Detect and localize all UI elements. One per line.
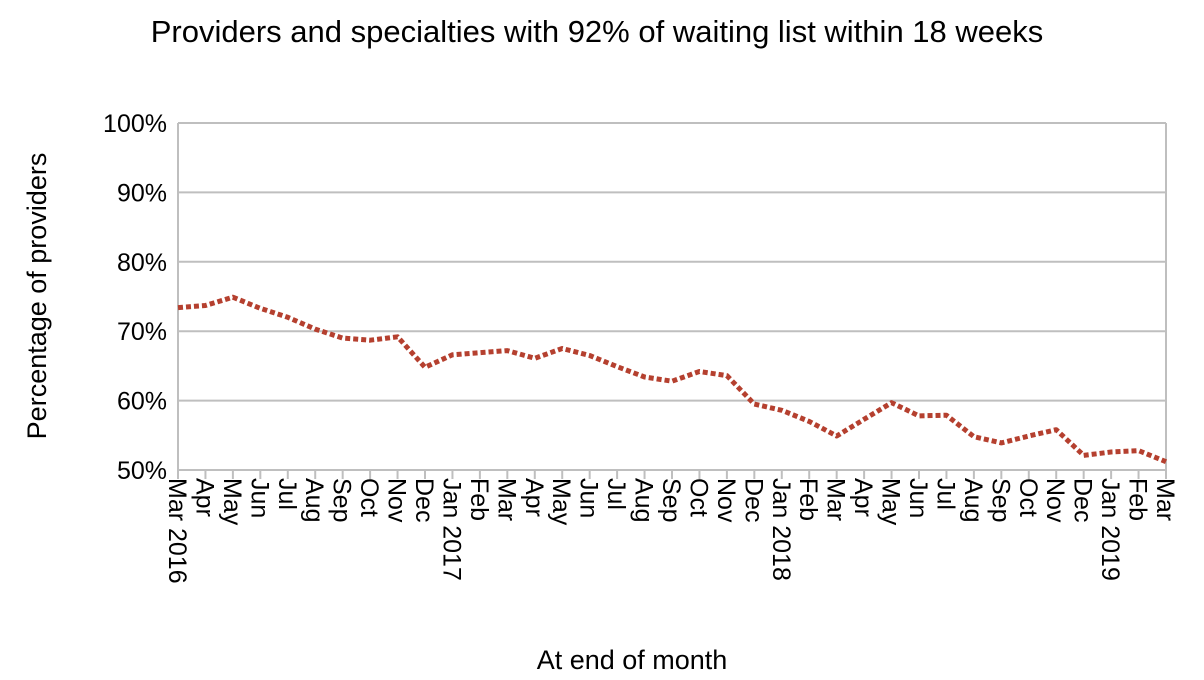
y-tick-label: 50% (117, 457, 167, 485)
x-tick-label: Sep (986, 478, 1014, 522)
y-axis-title: Percentage of providers (22, 153, 52, 440)
x-tick-label: Feb (794, 478, 822, 521)
series-group (177, 294, 1167, 465)
x-tick-label: Oct (1014, 478, 1042, 517)
x-tick-label: May (877, 478, 905, 526)
x-tick-label: Dec (1069, 478, 1097, 522)
x-tick-label: Mar 2016 (163, 478, 191, 584)
series-line (177, 294, 1167, 465)
gridlines (177, 122, 1167, 478)
x-tick-label: Sep (657, 478, 685, 522)
x-tick-label: Mar (1151, 478, 1179, 521)
x-tick-label: Apr (520, 478, 548, 517)
x-tick-label: May (218, 478, 246, 526)
x-tick-label: Apr (849, 478, 877, 517)
x-tick-label: Aug (300, 478, 328, 522)
x-tick-label: Jan 2019 (1096, 478, 1124, 581)
x-tick-label: Jul (273, 478, 301, 510)
x-tick-label: Oct (684, 478, 712, 517)
x-tick-label: Mar (822, 478, 850, 521)
x-tick-label: Sep (328, 478, 356, 522)
x-tick-label: Apr (190, 478, 218, 517)
x-tick-label: Feb (465, 478, 493, 521)
x-tick-label: Mar (492, 478, 520, 521)
y-tick-label: 60% (117, 388, 167, 416)
x-tick-label: May (547, 478, 575, 526)
x-tick-label: Dec (739, 478, 767, 522)
x-axis-title: At end of month (537, 645, 728, 675)
y-axis-ticks: 50% 60% 70% 80% 90% 100% (103, 110, 167, 485)
x-tick-label: Jun (245, 478, 273, 518)
x-tick-label: Nov (383, 478, 411, 523)
x-tick-label: Jun (904, 478, 932, 518)
y-tick-label: 70% (117, 318, 167, 346)
x-tick-label: Jul (931, 478, 959, 510)
x-tick-label: Aug (630, 478, 658, 522)
y-tick-label: 100% (103, 110, 167, 138)
x-tick-label: Nov (712, 478, 740, 523)
x-axis-ticks: Mar 2016 Apr May Jun Jul Aug Sep Oct Nov Dec Jan 2… (163, 470, 1179, 584)
chart-title: Providers and specialties with 92% of wa… (151, 14, 1044, 49)
x-tick-label: Aug (959, 478, 987, 522)
x-tick-label: Jul (602, 478, 630, 510)
x-tick-label: Jan 2018 (767, 478, 795, 581)
x-tick-label: Nov (1041, 478, 1069, 523)
y-tick-label: 90% (117, 179, 167, 207)
x-tick-label: Oct (355, 478, 383, 517)
x-tick-label: Feb (1124, 478, 1152, 521)
x-tick-label: Jun (575, 478, 603, 518)
x-tick-label: Dec (410, 478, 438, 522)
x-tick-label: Jan 2017 (437, 478, 465, 581)
y-tick-label: 80% (117, 249, 167, 277)
